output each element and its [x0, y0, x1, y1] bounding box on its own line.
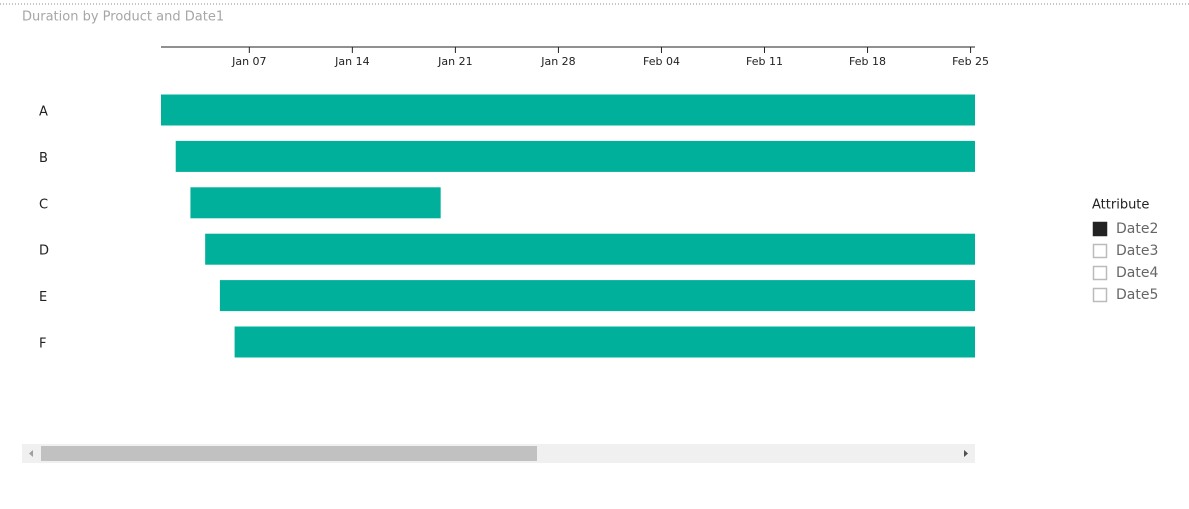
x-axis: Jan 07 Jan 14 Jan 21 Jan 28 Feb 04 Feb 11 Feb … [161, 46, 989, 68]
row-labels: A B C D E F [39, 105, 49, 352]
x-tick-label: Feb 25 [952, 55, 989, 68]
bar [219, 280, 975, 312]
bar [190, 187, 441, 219]
scrollbar-thumb[interactable] [41, 446, 537, 461]
scroll-right-arrow[interactable] [964, 450, 968, 457]
legend: Date2 Date3 Date4 Date5 [1092, 221, 1158, 303]
legend-label: Date4 [1116, 265, 1158, 281]
x-tick-label: Jan 14 [334, 55, 369, 68]
legend-checkbox [1092, 287, 1108, 303]
y-category-label: E [39, 290, 47, 305]
y-category-label: A [39, 105, 48, 120]
bar [175, 140, 975, 172]
bar [205, 233, 975, 265]
y-category-label: F [39, 337, 46, 352]
legend-label: Date2 [1116, 221, 1158, 237]
chart-title: Duration by Product and Date1 [22, 10, 224, 25]
legend-label: Date5 [1116, 287, 1158, 303]
x-tick-label: Feb 04 [643, 55, 680, 68]
legend-checkbox [1092, 265, 1108, 281]
x-tick-label: Feb 11 [746, 55, 783, 68]
scroll-left-arrow[interactable] [29, 450, 33, 457]
y-category-label: B [39, 151, 48, 166]
y-category-label: D [39, 244, 49, 259]
bar [161, 94, 975, 126]
plot-area [161, 94, 975, 358]
legend-checkbox [1092, 243, 1108, 259]
bar [234, 326, 975, 358]
x-tick-label: Jan 21 [437, 55, 472, 68]
legend-title: Attribute [1092, 198, 1149, 213]
legend-checkbox [1092, 221, 1108, 237]
x-tick-label: Jan 07 [231, 55, 266, 68]
legend-label: Date3 [1116, 243, 1158, 259]
y-category-label: C [39, 197, 48, 212]
x-tick-label: Jan 28 [540, 55, 575, 68]
x-tick-label: Feb 18 [849, 55, 886, 68]
